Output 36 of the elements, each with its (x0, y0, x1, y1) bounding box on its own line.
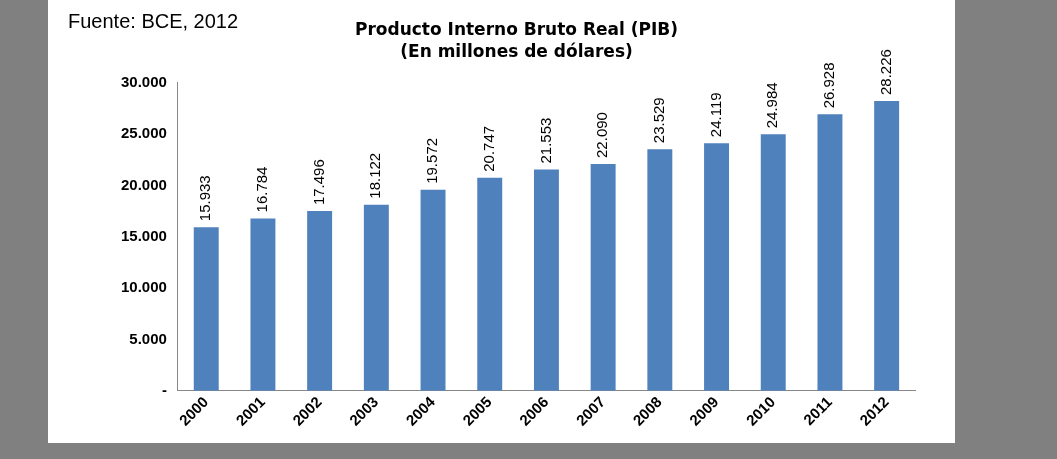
data-label: 15.933 (196, 175, 214, 222)
bar (307, 211, 333, 391)
bar (193, 227, 219, 391)
data-label: 16.784 (253, 166, 271, 213)
bar (250, 218, 276, 391)
data-label: 26.928 (820, 62, 838, 109)
y-tick-label: 30.000 (120, 72, 167, 90)
data-label: 22.090 (593, 112, 611, 158)
y-tick-label: 20.000 (120, 175, 167, 193)
bar (704, 143, 730, 391)
bar (647, 149, 673, 391)
data-label: 28.226 (876, 49, 894, 96)
y-tick-label: 5.000 (129, 329, 167, 347)
bar (760, 134, 786, 391)
data-label: 24.984 (763, 82, 781, 129)
y-tick-label: 10.000 (120, 278, 167, 296)
bar (874, 101, 900, 391)
data-label: 19.572 (423, 137, 441, 184)
bar (590, 163, 616, 391)
bar (363, 204, 389, 391)
y-tick-label: 15.000 (120, 226, 167, 244)
y-tick-label: 25.000 (120, 124, 167, 142)
data-label: 23.529 (649, 97, 667, 144)
data-label: 24.119 (706, 92, 724, 138)
bar (533, 169, 559, 391)
chart-subtitle: (En millones de dólares) (400, 41, 633, 62)
bar (420, 189, 446, 391)
source-note: Fuente: BCE, 2012 (68, 10, 239, 33)
chart-title: Producto Interno Bruto Real (PIB) (354, 18, 679, 39)
bar (817, 114, 843, 391)
data-label: 17.496 (309, 159, 327, 206)
data-label: 18.122 (366, 152, 384, 199)
data-label: 21.553 (536, 117, 554, 164)
y-tick-label: - (161, 380, 167, 398)
bar (477, 177, 503, 391)
data-label: 20.747 (479, 125, 497, 172)
